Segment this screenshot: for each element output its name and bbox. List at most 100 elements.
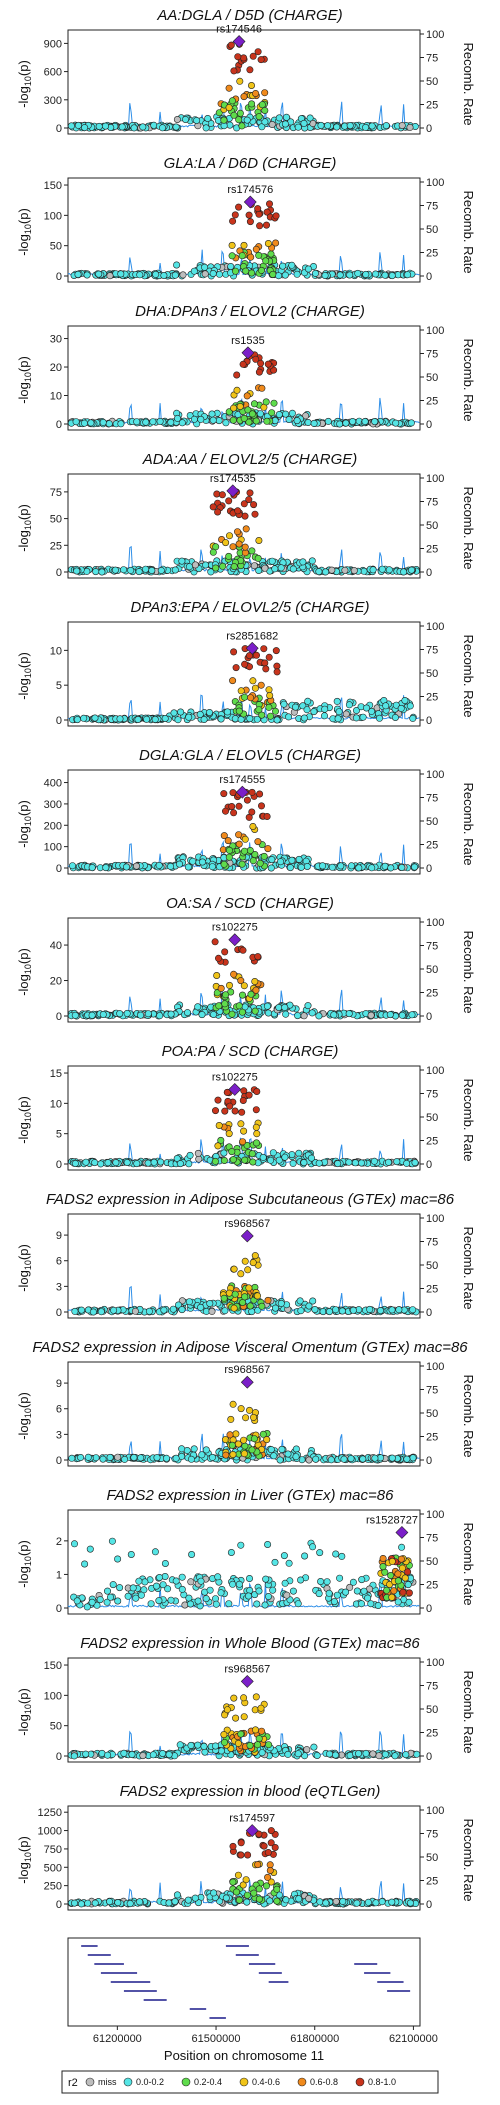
snp-point — [367, 1011, 375, 1019]
y-tick-label: 9 — [56, 1378, 62, 1390]
snp-point — [288, 261, 296, 269]
snp-point — [217, 1136, 225, 1144]
snp-point — [88, 1011, 96, 1019]
snp-point — [252, 1693, 260, 1701]
snp-point — [191, 1894, 199, 1902]
snp-point — [357, 1159, 365, 1167]
snp-point — [210, 1010, 218, 1018]
snp-point — [184, 1009, 192, 1017]
snp-point — [184, 1896, 192, 1904]
snp-point — [91, 1899, 99, 1907]
y-tick-label: 300 — [44, 95, 62, 107]
right-tick-label: 50 — [426, 668, 438, 680]
snp-point — [110, 1306, 118, 1314]
snp-point — [397, 1555, 405, 1563]
snp-point — [231, 1107, 239, 1115]
snp-point — [246, 1575, 254, 1583]
right-tick-label: 0 — [426, 1159, 432, 1171]
panel-2: GLA:LA / D6D (CHARGE) 0 50 100 150 0 25 50 75 100… — [16, 155, 476, 283]
snp-point — [392, 701, 400, 709]
snp-point — [312, 1455, 320, 1463]
lead-snp-label: rs102275 — [212, 922, 258, 934]
snp-point — [372, 1899, 380, 1907]
right-tick-label: 100 — [426, 473, 444, 485]
snp-point — [88, 1598, 96, 1606]
right-tick-label: 0 — [426, 271, 432, 283]
snp-point — [226, 1431, 234, 1439]
snp-point — [334, 1160, 342, 1168]
snp-point — [246, 715, 254, 723]
snp-point — [293, 270, 301, 278]
snp-point — [142, 418, 150, 426]
snp-point — [300, 714, 308, 722]
snp-point — [342, 710, 350, 718]
snp-point — [139, 1752, 147, 1760]
snp-point — [254, 554, 262, 562]
snp-point — [97, 1308, 105, 1316]
snp-point — [92, 1454, 100, 1462]
snp-point — [251, 1007, 259, 1015]
right-tick-label: 50 — [426, 1704, 438, 1716]
snp-point — [305, 1456, 313, 1464]
snp-point — [358, 1576, 366, 1584]
snp-point — [299, 558, 307, 566]
snp-point — [152, 270, 160, 278]
snp-point — [222, 1451, 230, 1459]
snp-point — [116, 1584, 124, 1592]
snp-point — [362, 704, 370, 712]
snp-point — [236, 77, 244, 85]
snp-point — [250, 1413, 258, 1421]
snp-point — [194, 1149, 202, 1157]
snp-point — [228, 1148, 236, 1156]
snp-point — [137, 1591, 145, 1599]
legend-label: 0.4-0.6 — [252, 2077, 280, 2087]
snp-point — [185, 1160, 193, 1168]
gene-track: 61200000 61500000 61800000 62100000 Position… — [67, 1937, 438, 2063]
right-tick-label: 25 — [426, 1432, 438, 1444]
snp-point — [229, 1878, 237, 1886]
lead-snp-label: rs1528727 — [366, 1514, 418, 1526]
snp-point — [239, 1097, 247, 1105]
snp-point — [403, 1455, 411, 1463]
lead-snp-label: rs174535 — [210, 473, 256, 485]
snp-point — [261, 659, 269, 667]
snp-point — [288, 856, 296, 864]
legend-title: r2 — [68, 2077, 78, 2089]
right-tick-label: 75 — [426, 1681, 438, 1693]
snp-point — [245, 418, 253, 426]
right-tick-label: 100 — [426, 177, 444, 189]
snp-point — [134, 715, 142, 723]
y-tick-label: 10 — [50, 1098, 62, 1110]
snp-point — [405, 1589, 413, 1597]
snp-point — [382, 122, 390, 130]
panel-title: ADA:AA / ELOVL2/5 (CHARGE) — [142, 451, 358, 468]
snp-point — [390, 1587, 398, 1595]
lead-snp-marker — [226, 484, 240, 498]
y-tick-label: 600 — [44, 67, 62, 79]
snp-point — [402, 1751, 410, 1759]
snp-point — [347, 1455, 355, 1463]
snp-point — [264, 240, 272, 248]
snp-point — [239, 1138, 247, 1146]
snp-point — [248, 788, 256, 796]
snp-point — [294, 1012, 302, 1020]
snp-point — [215, 954, 223, 962]
y-tick-label: 50 — [50, 1721, 62, 1733]
snp-point — [80, 419, 88, 427]
snp-point — [252, 986, 260, 994]
y-tick-label: 1250 — [38, 1807, 62, 1819]
snp-point — [263, 1436, 271, 1444]
right-tick-label: 25 — [426, 100, 438, 112]
snp-point — [226, 981, 234, 989]
snp-point — [283, 1591, 291, 1599]
snp-point — [246, 489, 254, 497]
snp-point — [238, 252, 246, 260]
snp-point — [245, 211, 253, 219]
y-tick-label: 0 — [56, 1159, 62, 1171]
y-tick-label: 3 — [56, 1281, 62, 1293]
snp-point — [382, 702, 390, 710]
snp-point — [248, 100, 256, 108]
snp-point — [187, 1741, 195, 1749]
right-tick-label: 100 — [426, 325, 444, 337]
right-tick-label: 0 — [426, 419, 432, 431]
